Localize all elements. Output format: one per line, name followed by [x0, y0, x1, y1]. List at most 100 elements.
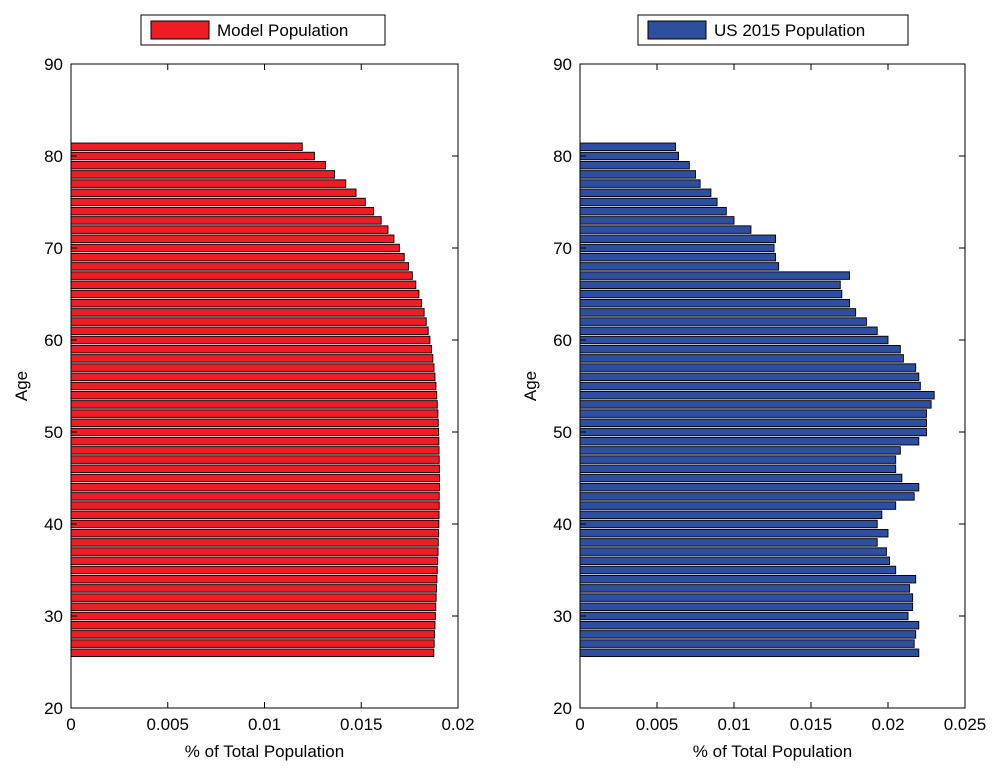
- bar-age-77: [579, 179, 701, 188]
- bar-age-59: [70, 344, 432, 354]
- bar-age-45: [70, 473, 440, 483]
- bar-age-44: [70, 482, 440, 492]
- bar-age-31: [579, 602, 914, 612]
- bar-age-72: [70, 225, 389, 234]
- bar-age-43: [70, 492, 440, 501]
- y-tick-label: 80: [44, 147, 63, 166]
- bar-age-38: [70, 538, 439, 547]
- bar-age-26: [579, 648, 920, 658]
- axes-box: [579, 63, 966, 709]
- x-tick-label: 0.015: [340, 715, 383, 734]
- bar-age-78: [70, 170, 335, 179]
- bar-age-41: [70, 510, 440, 520]
- y-tick-label: 30: [553, 607, 572, 626]
- bar-age-61: [70, 326, 429, 336]
- legend-label: Model Population: [217, 21, 348, 40]
- bar-age-35: [579, 565, 897, 575]
- bar-age-78: [579, 170, 696, 179]
- bar-age-52: [579, 409, 927, 418]
- bar-age-56: [70, 372, 436, 382]
- bar-age-46: [579, 464, 897, 474]
- bar-age-67: [579, 271, 850, 280]
- bar-age-30: [70, 611, 436, 621]
- legend-swatch: [647, 20, 707, 40]
- bar-age-39: [579, 528, 889, 538]
- bar-age-50: [579, 427, 927, 437]
- bar-age-30: [579, 611, 909, 621]
- bar-age-54: [579, 390, 935, 400]
- bar-age-65: [579, 289, 843, 299]
- y-tick-label: 20: [553, 699, 572, 718]
- bar-age-68: [70, 262, 409, 271]
- y-tick-label: 80: [553, 147, 572, 166]
- bar-age-76: [70, 188, 357, 198]
- bar-age-71: [579, 234, 777, 244]
- x-axis-label: % of Total Population: [185, 742, 344, 761]
- x-tick-label: 0: [575, 715, 584, 734]
- legend-box: [140, 14, 386, 46]
- bar-age-65: [70, 289, 420, 299]
- bar-age-80: [579, 151, 680, 161]
- bar-age-56: [579, 372, 920, 382]
- bar-age-62: [579, 317, 867, 326]
- bar-age-29: [579, 620, 920, 630]
- bar-age-44: [579, 482, 920, 492]
- bar-age-60: [70, 335, 431, 345]
- bar-age-80: [70, 151, 315, 161]
- bar-age-70: [70, 243, 400, 253]
- bar-age-60: [579, 335, 889, 345]
- bar-age-57: [579, 363, 917, 372]
- bar-age-28: [70, 630, 436, 639]
- y-tick-label: 20: [44, 699, 63, 718]
- bar-age-73: [579, 216, 735, 225]
- bar-age-40: [70, 519, 440, 529]
- bar-age-34: [579, 574, 917, 584]
- legend-label: US 2015 Population: [714, 21, 865, 40]
- x-axis-label: % of Total Population: [693, 742, 852, 761]
- y-tick-label: 70: [44, 239, 63, 258]
- bar-age-33: [579, 584, 911, 593]
- bar-age-27: [70, 639, 435, 648]
- bar-age-69: [70, 252, 405, 262]
- x-tick-label: 0.01: [248, 715, 281, 734]
- bar-age-48: [579, 446, 901, 455]
- bar-age-75: [70, 197, 366, 207]
- legend-swatch: [150, 20, 210, 40]
- bar-age-66: [579, 280, 841, 290]
- bar-age-68: [579, 262, 780, 271]
- bar-age-41: [579, 510, 883, 520]
- y-tick-label: 30: [44, 607, 63, 626]
- bar-age-46: [70, 464, 440, 474]
- bar-age-57: [70, 363, 435, 372]
- bar-age-49: [70, 436, 440, 446]
- bar-age-63: [70, 308, 425, 317]
- y-tick-label: 40: [553, 515, 572, 534]
- bar-age-39: [70, 528, 440, 538]
- bar-age-71: [70, 234, 395, 244]
- bar-age-42: [579, 501, 897, 510]
- bar-age-29: [70, 620, 436, 630]
- y-tick-label: 90: [44, 55, 63, 74]
- bar-age-49: [579, 436, 920, 446]
- y-tick-label: 60: [553, 331, 572, 350]
- x-tick-label: 0.015: [790, 715, 833, 734]
- x-tick-label: 0.005: [636, 715, 679, 734]
- bar-age-34: [70, 574, 438, 584]
- bar-age-36: [579, 556, 890, 566]
- bar-age-52: [70, 409, 439, 418]
- bar-age-40: [579, 519, 878, 529]
- bar-age-69: [579, 252, 777, 262]
- bar-age-36: [70, 556, 439, 566]
- y-tick-label: 70: [553, 239, 572, 258]
- bar-age-58: [579, 354, 904, 363]
- bar-age-32: [579, 593, 914, 602]
- bar-age-66: [70, 280, 417, 290]
- bar-age-81: [70, 142, 303, 152]
- y-tick-label: 50: [44, 423, 63, 442]
- us-2015-population-chart: 0 0.005 0.01 0.015 0.02 0.025 20 30 40 50 60 70 80 90…: [521, 14, 986, 761]
- bar-age-62: [70, 317, 427, 326]
- x-tick-label: 0: [66, 715, 75, 734]
- x-tick-label: 0.02: [871, 715, 904, 734]
- y-axis-label: Age: [12, 371, 31, 401]
- bar-age-48: [70, 446, 440, 455]
